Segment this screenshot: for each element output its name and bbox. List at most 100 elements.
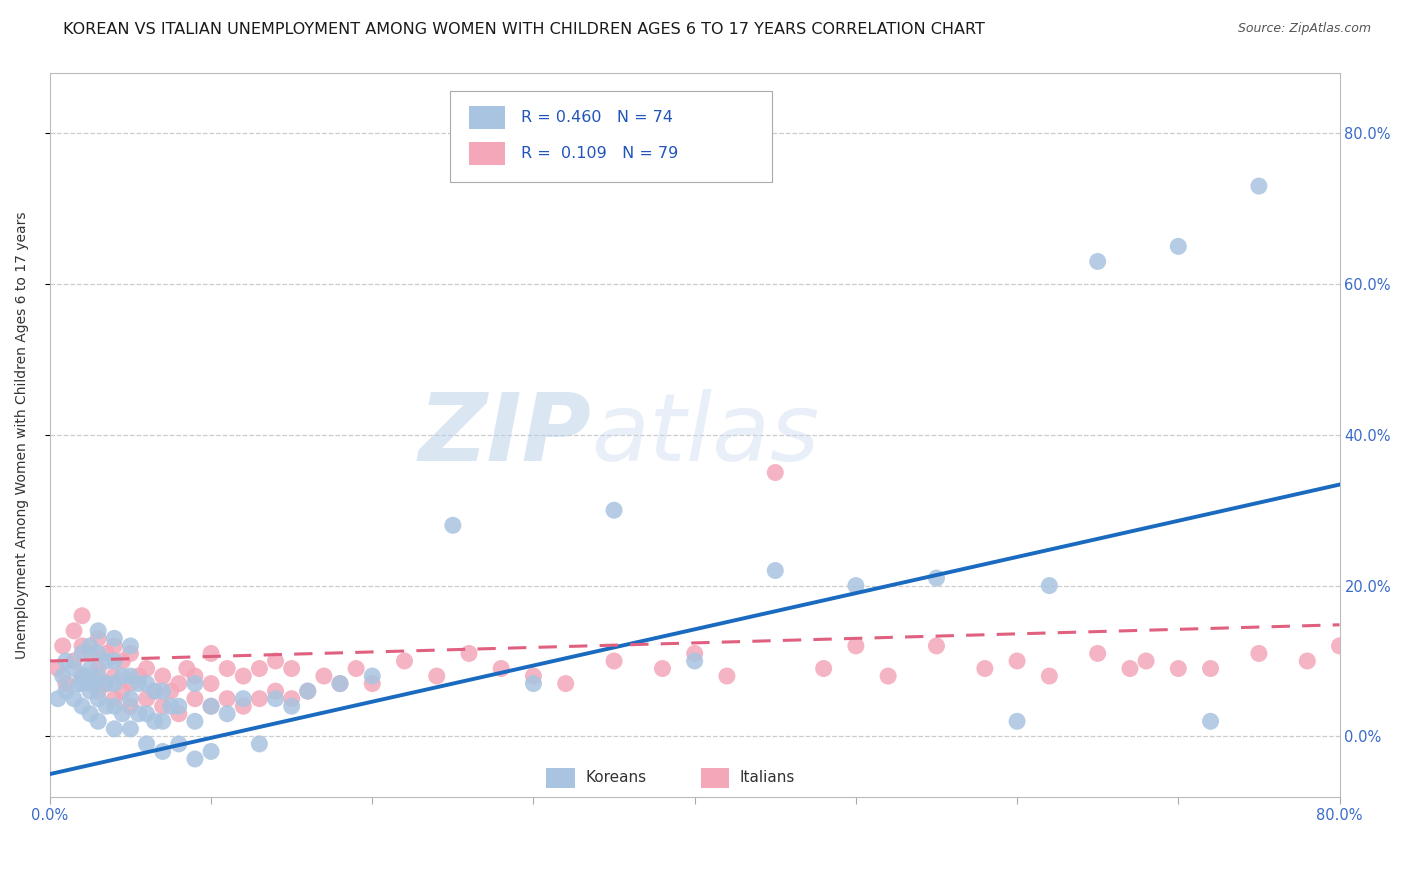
Point bbox=[96, 647, 118, 661]
Point bbox=[1199, 714, 1222, 729]
Point bbox=[96, 676, 118, 690]
Point bbox=[1135, 654, 1157, 668]
Point bbox=[63, 691, 86, 706]
Point bbox=[683, 654, 706, 668]
Point bbox=[217, 661, 239, 675]
Point bbox=[103, 654, 125, 668]
Point bbox=[264, 691, 287, 706]
Text: R =  0.109   N = 79: R = 0.109 N = 79 bbox=[520, 145, 678, 161]
Point bbox=[184, 752, 207, 766]
Point bbox=[877, 669, 900, 683]
Point bbox=[87, 714, 110, 729]
Point bbox=[232, 699, 254, 714]
Point bbox=[52, 669, 75, 683]
Point bbox=[1119, 661, 1142, 675]
Point bbox=[120, 722, 142, 736]
Point bbox=[96, 699, 118, 714]
Point bbox=[143, 714, 166, 729]
Point bbox=[87, 632, 110, 646]
Point bbox=[1038, 578, 1060, 592]
Point bbox=[763, 466, 786, 480]
Point bbox=[120, 691, 142, 706]
Point bbox=[87, 661, 110, 675]
Point bbox=[111, 706, 134, 721]
Point bbox=[925, 571, 948, 585]
Point bbox=[1038, 669, 1060, 683]
Point bbox=[111, 669, 134, 683]
FancyBboxPatch shape bbox=[470, 142, 505, 165]
Point bbox=[63, 624, 86, 638]
Point bbox=[716, 669, 738, 683]
Point bbox=[103, 676, 125, 690]
Point bbox=[55, 654, 77, 668]
Point bbox=[87, 691, 110, 706]
Point bbox=[135, 691, 157, 706]
Point bbox=[79, 639, 101, 653]
Point bbox=[84, 676, 107, 690]
Point bbox=[55, 684, 77, 698]
Point bbox=[217, 706, 239, 721]
Text: Italians: Italians bbox=[740, 771, 796, 785]
Point bbox=[1199, 661, 1222, 675]
Point bbox=[135, 661, 157, 675]
Point bbox=[120, 676, 142, 690]
Text: R = 0.460   N = 74: R = 0.460 N = 74 bbox=[520, 110, 672, 125]
Point bbox=[200, 647, 222, 661]
Point bbox=[135, 706, 157, 721]
Point bbox=[159, 684, 181, 698]
Point bbox=[46, 661, 69, 675]
Point bbox=[280, 699, 302, 714]
Point bbox=[152, 714, 174, 729]
Point bbox=[522, 676, 544, 690]
Point bbox=[143, 684, 166, 698]
Point bbox=[111, 654, 134, 668]
Point bbox=[184, 714, 207, 729]
Point bbox=[152, 669, 174, 683]
Point bbox=[159, 699, 181, 714]
Point bbox=[297, 684, 319, 698]
Text: atlas: atlas bbox=[592, 389, 820, 480]
Point bbox=[79, 676, 101, 690]
Point bbox=[1087, 647, 1109, 661]
Point bbox=[75, 669, 97, 683]
Point bbox=[103, 691, 125, 706]
Point bbox=[522, 669, 544, 683]
Y-axis label: Unemployment Among Women with Children Ages 6 to 17 years: Unemployment Among Women with Children A… bbox=[15, 211, 30, 658]
Point bbox=[845, 639, 868, 653]
Point bbox=[361, 676, 384, 690]
Point bbox=[973, 661, 995, 675]
Text: Source: ZipAtlas.com: Source: ZipAtlas.com bbox=[1237, 22, 1371, 36]
Point bbox=[96, 676, 118, 690]
Point bbox=[1296, 654, 1319, 668]
Point bbox=[63, 661, 86, 675]
Point bbox=[264, 684, 287, 698]
Point bbox=[103, 639, 125, 653]
Point bbox=[55, 676, 77, 690]
Point bbox=[1247, 647, 1270, 661]
Point bbox=[312, 669, 335, 683]
Point bbox=[167, 676, 190, 690]
Point bbox=[232, 691, 254, 706]
Point bbox=[167, 699, 190, 714]
Point bbox=[87, 647, 110, 661]
Point bbox=[1247, 179, 1270, 194]
Point bbox=[52, 639, 75, 653]
FancyBboxPatch shape bbox=[450, 91, 772, 182]
Point bbox=[361, 669, 384, 683]
Point bbox=[217, 691, 239, 706]
Point bbox=[280, 691, 302, 706]
Point bbox=[247, 737, 270, 751]
Point bbox=[763, 564, 786, 578]
Point bbox=[120, 639, 142, 653]
Point bbox=[152, 699, 174, 714]
Point bbox=[1087, 254, 1109, 268]
Point bbox=[554, 676, 576, 690]
Point bbox=[135, 676, 157, 690]
Point bbox=[280, 661, 302, 675]
Text: KOREAN VS ITALIAN UNEMPLOYMENT AMONG WOMEN WITH CHILDREN AGES 6 TO 17 YEARS CORR: KOREAN VS ITALIAN UNEMPLOYMENT AMONG WOM… bbox=[63, 22, 986, 37]
Point bbox=[200, 699, 222, 714]
Point bbox=[70, 647, 93, 661]
Point bbox=[70, 608, 93, 623]
Point bbox=[683, 647, 706, 661]
Point bbox=[135, 737, 157, 751]
